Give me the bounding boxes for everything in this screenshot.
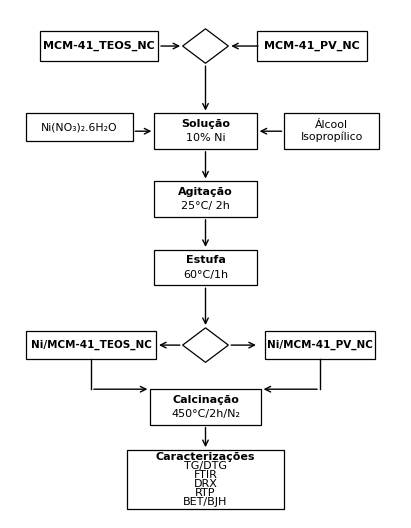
FancyBboxPatch shape xyxy=(154,182,257,217)
Text: Caracterizações: Caracterizações xyxy=(156,452,255,462)
Text: 60°C/1h: 60°C/1h xyxy=(183,270,228,280)
Polygon shape xyxy=(182,328,229,362)
FancyBboxPatch shape xyxy=(265,331,375,359)
Text: Ni(NO₃)₂.6H₂O: Ni(NO₃)₂.6H₂O xyxy=(41,122,118,132)
Polygon shape xyxy=(182,29,229,63)
Text: 25°C/ 2h: 25°C/ 2h xyxy=(181,201,230,211)
Text: Álcool
Isopropílico: Álcool Isopropílico xyxy=(300,120,363,143)
FancyBboxPatch shape xyxy=(150,389,261,425)
FancyBboxPatch shape xyxy=(284,114,379,149)
FancyBboxPatch shape xyxy=(154,114,257,149)
FancyBboxPatch shape xyxy=(257,31,367,61)
Text: Estufa: Estufa xyxy=(185,256,226,266)
Text: MCM-41_PV_NC: MCM-41_PV_NC xyxy=(264,41,360,51)
FancyBboxPatch shape xyxy=(40,31,158,61)
FancyBboxPatch shape xyxy=(26,331,156,359)
Text: Ni/MCM-41_TEOS_NC: Ni/MCM-41_TEOS_NC xyxy=(31,340,152,350)
Text: 10% Ni: 10% Ni xyxy=(186,133,225,143)
FancyBboxPatch shape xyxy=(127,450,284,508)
FancyBboxPatch shape xyxy=(26,113,132,141)
Text: Agitação: Agitação xyxy=(178,187,233,197)
Text: 450°C/2h/N₂: 450°C/2h/N₂ xyxy=(171,409,240,419)
Text: RTP: RTP xyxy=(195,488,216,498)
Text: FTIR: FTIR xyxy=(194,470,217,480)
FancyBboxPatch shape xyxy=(154,250,257,285)
Text: TG/DTG: TG/DTG xyxy=(184,461,227,471)
Text: DRX: DRX xyxy=(194,479,217,489)
Text: MCM-41_TEOS_NC: MCM-41_TEOS_NC xyxy=(43,41,155,51)
Text: Ni/MCM-41_PV_NC: Ni/MCM-41_PV_NC xyxy=(267,340,373,350)
Text: BET/BJH: BET/BJH xyxy=(183,497,228,507)
Text: Solução: Solução xyxy=(181,119,230,129)
Text: Calcinação: Calcinação xyxy=(172,395,239,405)
